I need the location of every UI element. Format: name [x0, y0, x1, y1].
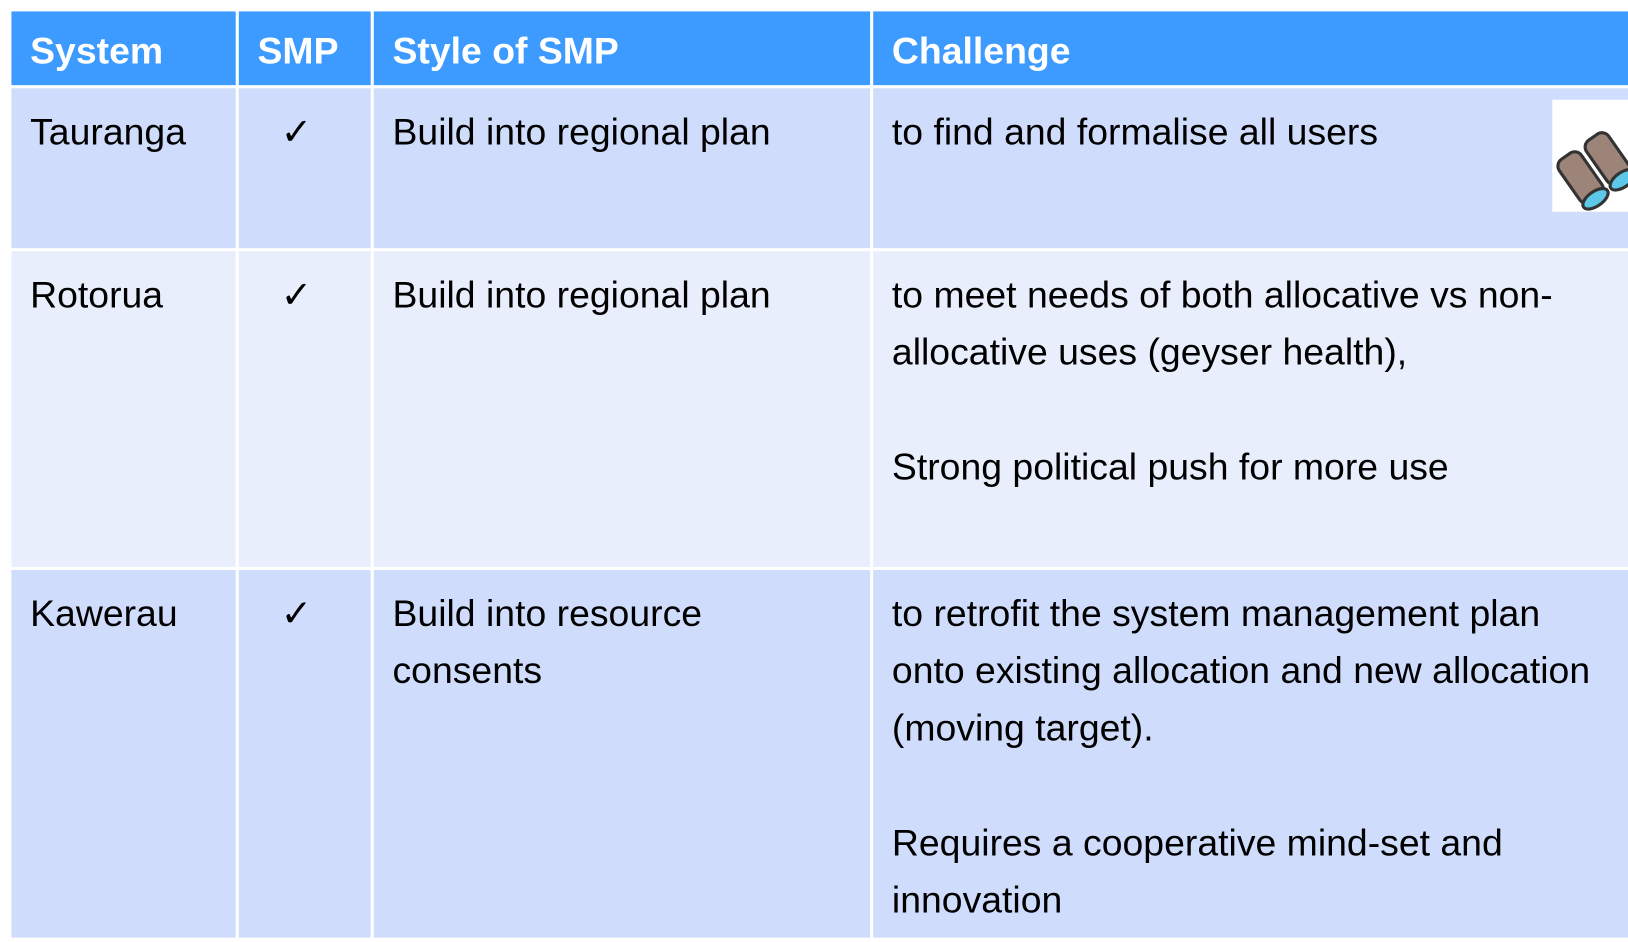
table-body: Tauranga ✓ Build into regional plan to find…: [8, 85, 1628, 941]
system-cell: Rotorua: [8, 248, 239, 571]
smp-cell: ✓: [235, 566, 374, 941]
challenge-paragraph: to retrofit the system management plan o…: [891, 591, 1591, 749]
challenge-cell: to meet needs of both allocative vs non-…: [870, 248, 1628, 571]
style-cell: Build into regional plan: [370, 85, 874, 252]
header-cell: Challenge: [870, 8, 1628, 89]
table: System SMP Style of SMP Challenge Tauran…: [8, 8, 1628, 941]
table-row: Tauranga ✓ Build into regional plan to find…: [8, 85, 1628, 252]
challenge-paragraph: Requires a cooperative mind-set and inno…: [891, 821, 1503, 921]
style-cell: Build into regional plan: [370, 248, 874, 571]
style-cell: Build into resource consents: [370, 566, 874, 941]
smp-cell: ✓: [235, 248, 374, 571]
header-row: System SMP Style of SMP Challenge: [8, 8, 1628, 89]
challenge-paragraph: Strong political push for more use: [891, 445, 1449, 489]
challenge-paragraph: to find and formalise all users: [891, 110, 1379, 153]
challenge-paragraph: to meet needs of both allocative vs non-…: [891, 273, 1553, 373]
table-row: Rotorua ✓ Build into regional plan to meet …: [8, 248, 1628, 571]
challenge-cell: to find and formalise all users: [870, 85, 1628, 252]
header-cell: Style of SMP: [370, 8, 874, 89]
header-cell: SMP: [235, 8, 374, 89]
challenge-cell: to retrofit the system management plan o…: [870, 566, 1628, 941]
system-cell: Kawerau: [8, 566, 239, 941]
binoculars-icon: [1552, 99, 1628, 212]
table-row: Kawerau ✓ Build into resource consents to r…: [8, 566, 1628, 941]
smp-cell: ✓: [235, 85, 374, 252]
system-cell: Tauranga: [8, 85, 239, 252]
header-cell: System: [8, 8, 239, 89]
